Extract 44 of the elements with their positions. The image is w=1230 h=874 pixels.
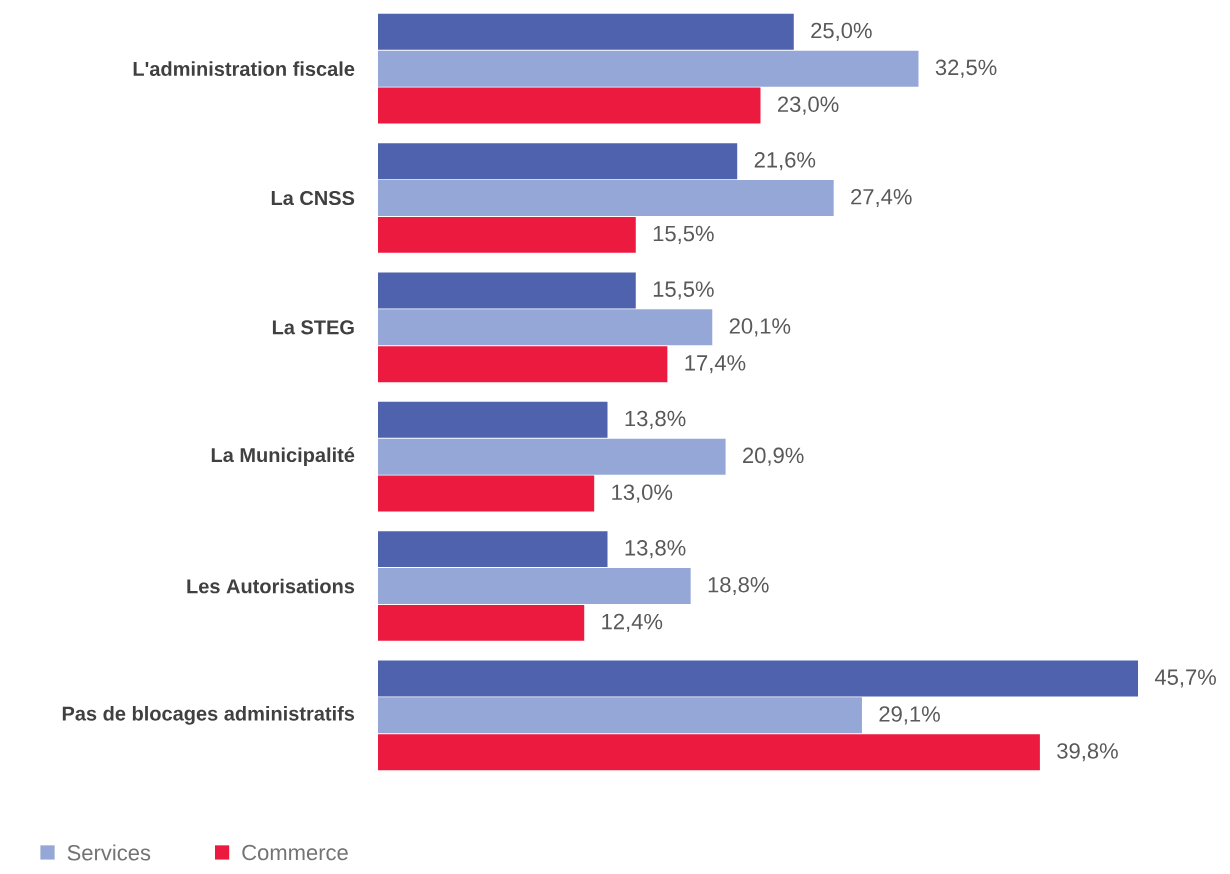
bar bbox=[378, 13, 794, 50]
data-label: 13,0% bbox=[612, 484, 673, 503]
data-label: 18,8% bbox=[708, 576, 769, 596]
bar bbox=[378, 604, 585, 641]
data-label: 13,8% bbox=[625, 410, 686, 429]
data-label: 20,9% bbox=[743, 447, 804, 466]
bar bbox=[378, 50, 919, 87]
bar bbox=[378, 697, 862, 734]
data-label: 23,0% bbox=[778, 96, 839, 115]
data-label: 21,6% bbox=[754, 152, 816, 171]
y-tick-label: L'administration fiscale bbox=[133, 61, 355, 77]
data-label: 32,5% bbox=[935, 59, 997, 78]
data-label: 39,8% bbox=[1057, 743, 1118, 762]
bar bbox=[378, 216, 636, 253]
legend-label: Commerce bbox=[242, 844, 348, 861]
data-label: 20,1% bbox=[729, 318, 791, 337]
bar bbox=[378, 309, 713, 346]
data-label: 13,8% bbox=[625, 540, 686, 559]
bar bbox=[378, 531, 608, 568]
y-tick-label: Les Autorisations bbox=[187, 578, 355, 594]
data-label: 12,4% bbox=[602, 613, 663, 632]
data-label: 45,7% bbox=[1154, 669, 1216, 688]
data-label: 25,0% bbox=[811, 22, 872, 41]
bar bbox=[378, 346, 668, 383]
y-tick-label: La STEG bbox=[272, 320, 354, 335]
data-label: 17,4% bbox=[685, 355, 746, 374]
data-label: 27,4% bbox=[851, 188, 912, 208]
bar bbox=[378, 734, 1040, 771]
bar bbox=[378, 143, 738, 180]
bar bbox=[378, 180, 834, 216]
bar bbox=[378, 568, 691, 604]
data-label: 15,5% bbox=[653, 225, 714, 244]
legend-label: Services bbox=[67, 844, 151, 861]
bar bbox=[378, 475, 595, 512]
y-tick-label: La Municipalité bbox=[211, 447, 355, 467]
bar bbox=[378, 660, 1139, 697]
bar bbox=[378, 401, 608, 438]
bar bbox=[378, 272, 636, 309]
y-tick-label: La CNSS bbox=[271, 190, 355, 206]
bar bbox=[378, 87, 761, 124]
data-label: 29,1% bbox=[879, 706, 940, 725]
bar bbox=[378, 438, 726, 475]
y-tick-label: Pas de blocages administratifs bbox=[62, 705, 355, 725]
data-label: 15,5% bbox=[653, 281, 714, 300]
